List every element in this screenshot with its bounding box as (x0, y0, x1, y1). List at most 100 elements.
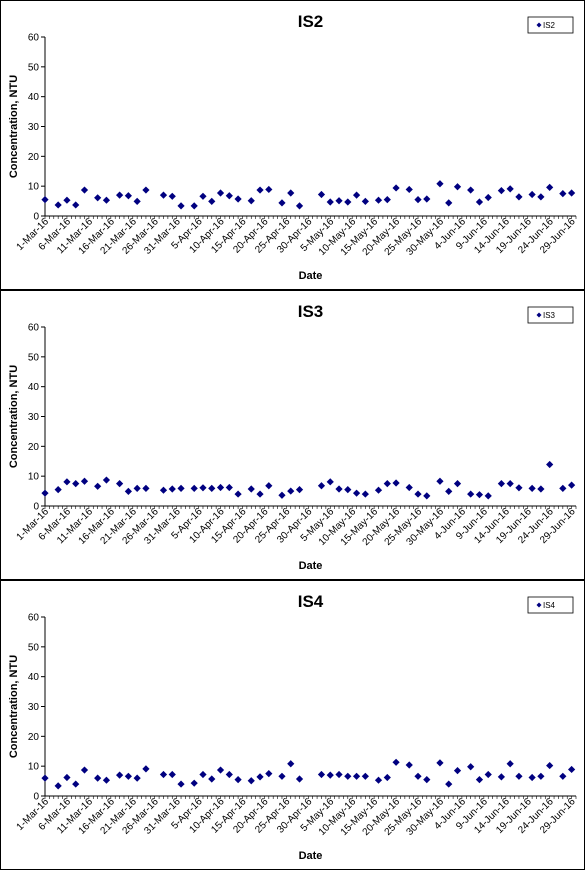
y-tick-label: 50 (28, 642, 40, 653)
data-point (177, 484, 185, 492)
data-point (568, 765, 576, 774)
chart-is2: IS201020304050601-Mar-166-Mar-1611-Mar-1… (8, 12, 578, 282)
y-tick-label: 30 (28, 702, 40, 713)
data-point (199, 192, 207, 200)
data-point (414, 772, 422, 780)
data-point (247, 485, 255, 493)
data-point (414, 490, 422, 498)
data-point (506, 185, 514, 193)
data-point (208, 197, 216, 205)
data-point (383, 773, 391, 782)
data-point (436, 477, 444, 485)
data-point (295, 202, 304, 210)
data-point (506, 760, 514, 768)
data-point (537, 193, 545, 201)
data-point (287, 487, 295, 495)
data-point (72, 480, 80, 488)
data-point (475, 198, 484, 206)
data-point (528, 773, 536, 782)
data-point (225, 770, 233, 779)
data-point (546, 460, 554, 469)
data-point (383, 195, 391, 204)
data-point (256, 773, 264, 781)
chart-panel-is4: IS4 0 10 20 30 40 50 60 1-Mar-16 6-Mar-16 11-Mar-1… (0, 580, 585, 870)
y-tick-label: 60 (28, 33, 40, 44)
data-point (326, 478, 334, 486)
data-point (445, 487, 453, 495)
data-point (142, 765, 150, 773)
data-point (94, 482, 102, 490)
data-point (453, 767, 462, 775)
y-tick-label: 50 (28, 352, 40, 363)
data-point (225, 483, 233, 492)
data-point (361, 490, 369, 498)
data-point (63, 478, 71, 486)
data-point (278, 199, 286, 207)
data-point (414, 195, 422, 204)
y-tick-label: 0 (33, 212, 39, 223)
data-point (326, 771, 334, 779)
y-axis-label: Concentration, NTU (8, 75, 20, 178)
data-point (124, 192, 132, 200)
data-point (383, 480, 391, 488)
data-point (124, 487, 132, 495)
data-point (423, 195, 431, 203)
data-point (199, 770, 207, 779)
data-point (335, 197, 343, 205)
data-point (102, 476, 111, 484)
data-point (453, 183, 462, 191)
y-tick-label: 30 (28, 412, 40, 423)
data-point (216, 189, 225, 197)
data-point (159, 191, 168, 199)
data-point (102, 776, 111, 784)
data-point (475, 775, 484, 784)
data-point (208, 775, 216, 783)
data-point (168, 192, 176, 200)
x-axis-label: Date (299, 270, 323, 282)
data-point (116, 480, 124, 488)
chart-title: IS4 (298, 592, 324, 611)
data-point (515, 484, 523, 492)
y-tick-label: 20 (28, 732, 40, 743)
data-point (265, 482, 273, 490)
chart-panel-is2: IS2 0 10 20 30 40 50 60 1-Mar-16 6-Mar-16 11-Mar-1… (0, 0, 585, 290)
data-point (392, 479, 400, 487)
data-point (142, 484, 150, 492)
legend-marker (536, 312, 542, 318)
legend: IS3 (527, 306, 574, 324)
y-tick-label: 60 (28, 323, 40, 334)
data-point (405, 185, 413, 194)
data-point (256, 490, 264, 498)
y-axis-label: Concentration, NTU (8, 655, 20, 758)
y-axis-label: Concentration, NTU (8, 365, 20, 468)
data-point (41, 774, 49, 782)
data-point (445, 780, 453, 788)
data-point (168, 485, 176, 493)
data-point (225, 192, 233, 200)
data-point (515, 193, 523, 201)
y-tick-label: 0 (33, 502, 39, 513)
data-point (102, 196, 111, 204)
data-point (436, 180, 444, 188)
data-point (168, 770, 176, 779)
data-point (124, 772, 132, 780)
data-point (278, 772, 286, 780)
legend: IS4 (527, 596, 574, 614)
chart-title: IS3 (298, 302, 324, 321)
data-point (475, 491, 484, 499)
data-point (423, 775, 431, 784)
data-point (41, 489, 49, 497)
data-point (467, 186, 475, 194)
data-point (423, 492, 431, 500)
data-point (392, 758, 400, 766)
data-point (177, 780, 185, 788)
data-point (497, 187, 505, 195)
y-tick-label: 20 (28, 152, 40, 163)
x-axis-label: Date (299, 850, 323, 862)
data-point (484, 193, 492, 202)
data-point (568, 481, 576, 489)
chart-panel-is3: IS3 0 10 20 30 40 50 60 1-Mar-16 6-Mar-16 11-Mar-1… (0, 290, 585, 580)
data-point (72, 201, 80, 209)
data-point (317, 770, 326, 779)
data-point (256, 186, 264, 194)
